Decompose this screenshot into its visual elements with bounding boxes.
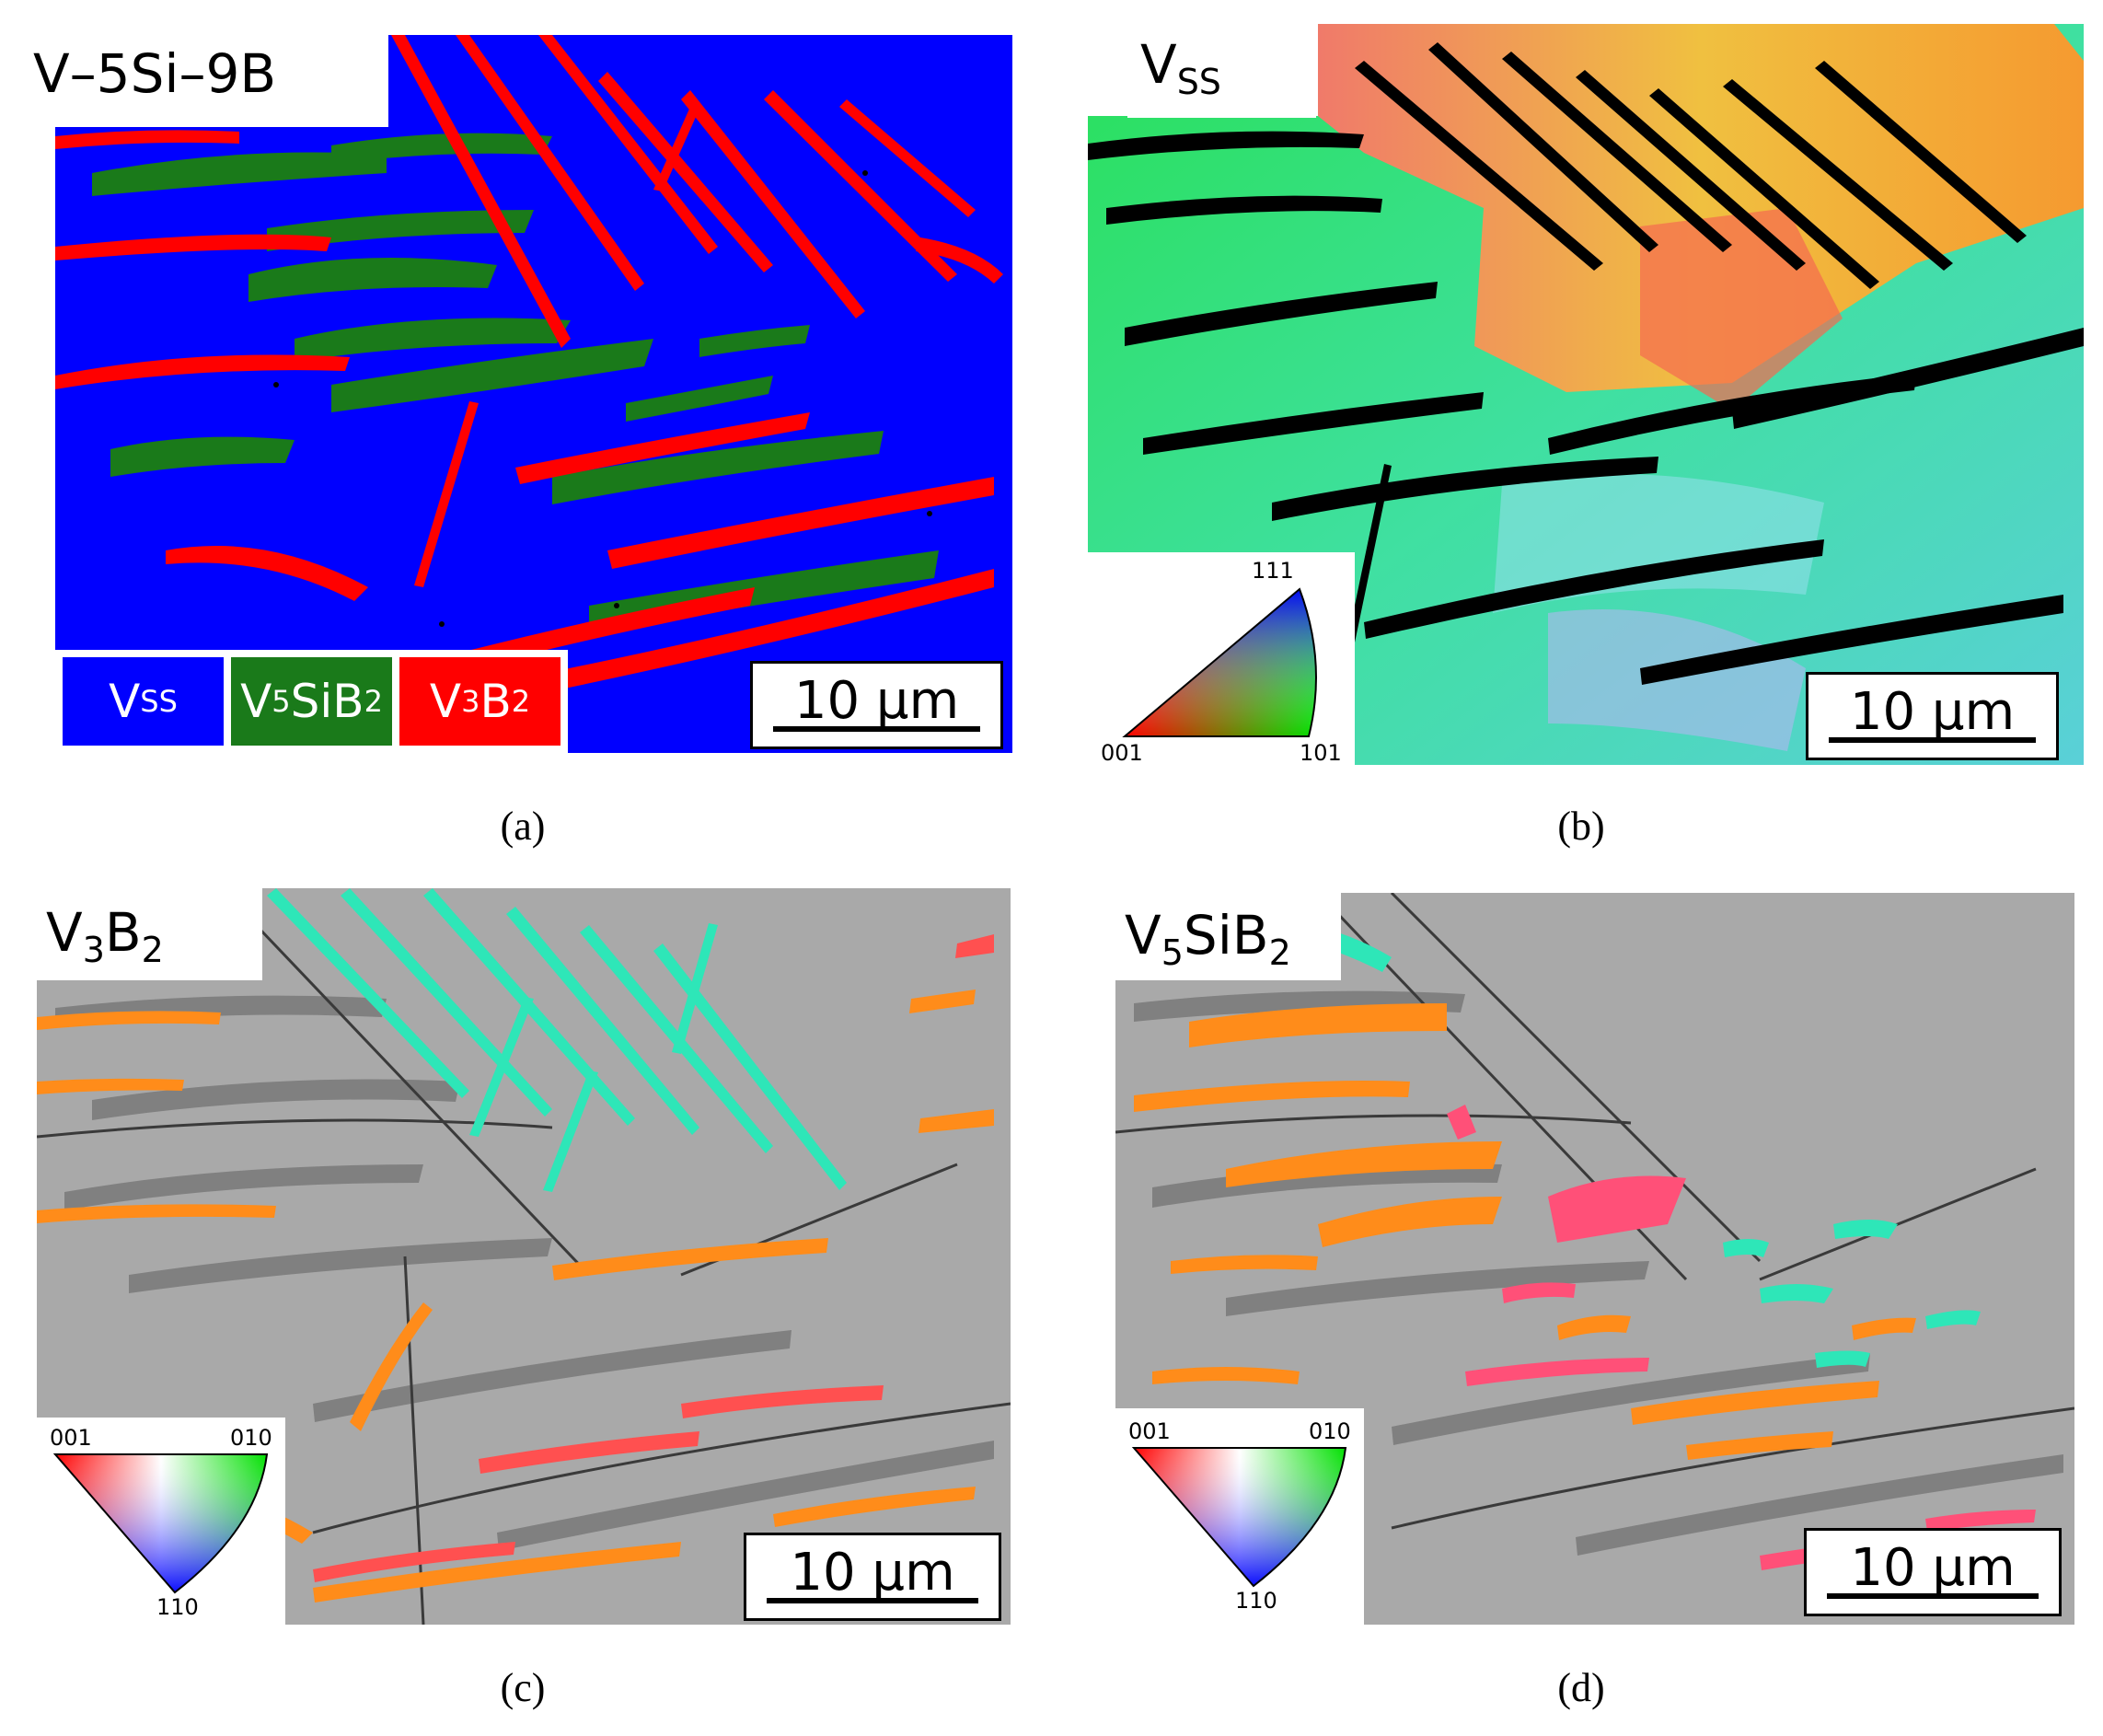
panel-d-scale-bar: 10 μm (1804, 1528, 2062, 1616)
phase-map-panel-a (55, 35, 1012, 753)
panel-b-scale-line (1829, 737, 2036, 743)
legend-v5sib2-mid: SiB (290, 675, 364, 728)
ipf-b-left-label: 001 (1101, 740, 1143, 766)
panel-d-ipf-key: 001 010 110 (1115, 1411, 1364, 1618)
panel-b-ipf-key: 111 001 101 (1088, 552, 1355, 766)
panel-d-title: V5SiB2 (1125, 904, 1291, 973)
panel-c-title: V3B2 (46, 901, 164, 970)
panel-c-scale-label: 10 μm (790, 1543, 955, 1603)
panel-d-title-sub2: 2 (1268, 932, 1291, 973)
legend-v5sib2-label: V (240, 675, 272, 728)
panel-a-scale-line (773, 726, 980, 732)
ipf-c-left-label: 001 (50, 1425, 92, 1451)
panel-c-title-box: V3B2 (37, 888, 262, 980)
ipf-b-top-label: 111 (1252, 558, 1294, 584)
panel-d-scale-label: 10 μm (1850, 1538, 2016, 1598)
panel-c-scale-bar: 10 μm (744, 1533, 1001, 1621)
legend-v5sib2-sub1: 5 (272, 684, 291, 719)
legend-v3b2-sub1: 3 (461, 684, 480, 719)
legend-vss-sub: SS (140, 684, 178, 719)
ipf-c-bottom-label: 110 (156, 1594, 199, 1620)
panel-c-ipf-key: 001 010 110 (37, 1418, 285, 1625)
legend-vss-label: V (109, 675, 141, 728)
panel-c-title-sub2: 2 (141, 930, 164, 970)
panel-a-title: V–5Si–9B (33, 42, 277, 105)
legend-vss: V SS (63, 657, 224, 746)
legend-v3b2-sub2: 2 (511, 684, 531, 719)
panel-c-caption: (c) (500, 1665, 546, 1710)
ipf-d-right-label: 010 (1309, 1418, 1351, 1444)
panel-d-title-main: V (1125, 904, 1161, 966)
panel-d-scale-line (1827, 1593, 2039, 1599)
ipf-d-bottom-label: 110 (1235, 1588, 1277, 1614)
panel-b-title: VSS (1140, 33, 1221, 102)
legend-v5sib2-sub2: 2 (364, 684, 383, 719)
panel-a-caption: (a) (500, 804, 546, 849)
panel-b-title-sub: SS (1176, 62, 1221, 102)
panel-d-title-box: V5SiB2 (1115, 893, 1341, 980)
ipf-d-left-label: 001 (1128, 1418, 1171, 1444)
legend-v3b2-mid: B (480, 675, 512, 728)
panel-b-caption: (b) (1557, 804, 1605, 849)
panel-d-caption: (d) (1557, 1665, 1605, 1710)
panel-a-scale-label: 10 μm (793, 671, 960, 731)
panel-b-title-main: V (1140, 33, 1177, 96)
panel-d-ipf-triangle (1131, 1447, 1347, 1588)
panel-c-title-sub1: 3 (82, 930, 105, 970)
panel-b-ipf-triangle (1122, 587, 1317, 737)
phase-map-image (55, 35, 1012, 753)
legend-v3b2-label: V (429, 675, 462, 728)
legend-v5sib2: V 5 SiB 2 (231, 657, 392, 746)
panel-b-scale-bar: 10 μm (1806, 672, 2059, 760)
panel-d-title-mid: SiB (1183, 904, 1269, 966)
panel-b-scale-label: 10 μm (1849, 682, 2016, 742)
panel-c-title-main: V (46, 901, 83, 964)
panel-c-ipf-triangle (52, 1453, 269, 1594)
panel-a-title-box: V–5Si–9B (20, 26, 388, 127)
ipf-b-right-label: 101 (1300, 740, 1342, 766)
panel-c-title-mid: B (104, 901, 142, 964)
panel-a-scale-bar: 10 μm (750, 661, 1003, 749)
panel-d-title-sub1: 5 (1161, 932, 1184, 973)
panel-c-scale-line (767, 1598, 978, 1603)
panel-b-title-box: VSS (1127, 18, 1316, 118)
ipf-c-right-label: 010 (230, 1425, 272, 1451)
